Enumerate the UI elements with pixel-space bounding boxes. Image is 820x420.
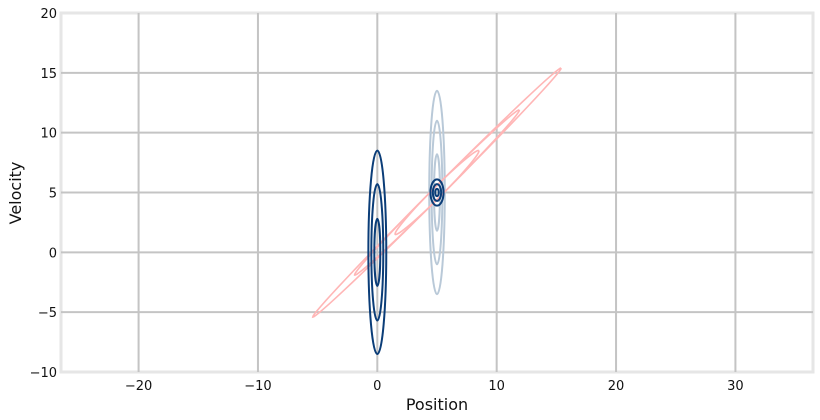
x-tick-label: 20 — [608, 379, 625, 394]
y-tick-label: −10 — [30, 366, 57, 381]
x-tick-label: −10 — [244, 379, 271, 394]
y-tick-labels: −10 −5 0 5 10 15 20 — [30, 7, 57, 381]
contour-level — [430, 119, 444, 266]
grid-lines — [61, 13, 813, 372]
y-tick-label: 15 — [40, 67, 57, 82]
x-tick-label: 0 — [373, 379, 381, 394]
contour-level — [370, 183, 385, 322]
y-axis-label: Velocity — [6, 162, 25, 225]
y-tick-label: 20 — [40, 7, 57, 22]
contour-level — [434, 187, 440, 198]
x-tick-label: −20 — [125, 379, 152, 394]
contour-ellipses — [311, 67, 562, 356]
contour-level — [394, 149, 480, 236]
x-tick-labels: −20 −10 0 10 20 30 — [125, 379, 744, 394]
contour-level — [373, 217, 382, 287]
contour-level — [367, 149, 388, 356]
y-tick-label: 10 — [40, 127, 57, 142]
x-tick-label: 10 — [488, 379, 505, 394]
y-tick-label: 5 — [49, 187, 57, 202]
y-tick-label: 0 — [49, 246, 57, 261]
contour-level — [311, 67, 562, 319]
contour-level — [429, 178, 445, 207]
contour-level — [433, 153, 441, 232]
contour-level — [353, 109, 521, 276]
contour-level — [431, 183, 443, 202]
y-tick-label: −5 — [38, 306, 57, 321]
x-tick-label: 30 — [727, 379, 744, 394]
x-axis-label: Position — [406, 395, 468, 414]
